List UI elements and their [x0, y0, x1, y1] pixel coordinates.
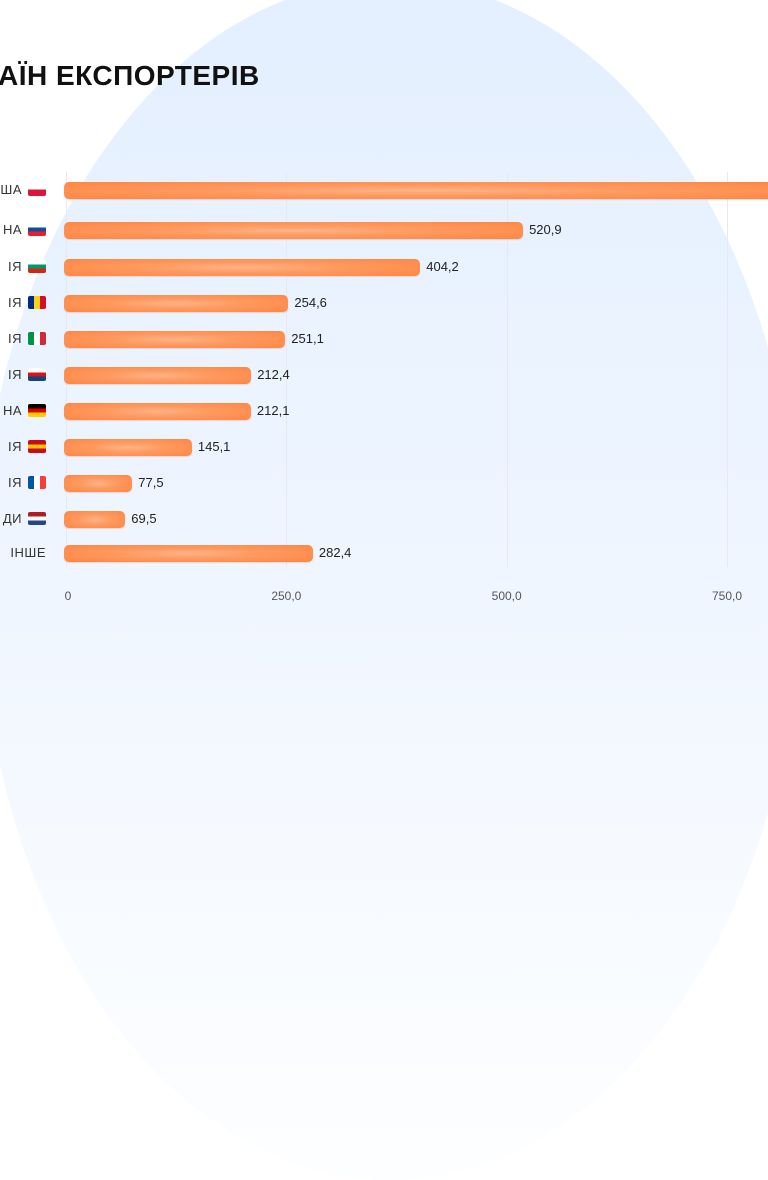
- x-tick-label: 750,0: [711, 589, 743, 603]
- gridline: [506, 172, 508, 567]
- x-tick-label: 250,0: [271, 589, 302, 603]
- value-label: 251,1: [291, 331, 324, 346]
- category-text: ІЯ: [8, 367, 22, 382]
- flag-icon: [28, 332, 46, 345]
- category-text: ІЯ: [8, 475, 22, 490]
- value-label: 212,4: [257, 367, 290, 382]
- bar: [64, 511, 126, 528]
- category-label: НА: [3, 403, 46, 418]
- category-label: ІЯ: [8, 259, 46, 274]
- flag-icon: [28, 223, 46, 236]
- bar: [64, 295, 289, 312]
- category-label: ДИ: [3, 511, 46, 526]
- bar: [64, 182, 768, 199]
- bar: [64, 259, 421, 276]
- category-text: ІЯ: [8, 295, 22, 310]
- bar: [64, 331, 286, 348]
- flag-icon: [28, 512, 46, 525]
- x-tick-label: 500,0: [491, 589, 522, 603]
- bar: [64, 222, 524, 239]
- category-text: ША: [0, 182, 22, 197]
- category-text: ІЯ: [8, 259, 22, 274]
- flag-icon: [28, 476, 46, 489]
- bar: [64, 475, 133, 492]
- value-label: 69,5: [131, 511, 157, 526]
- flag-icon: [28, 368, 46, 381]
- flag-icon: [28, 260, 46, 273]
- category-text: ДИ: [2, 511, 22, 526]
- category-label: ША: [0, 182, 46, 197]
- category-label: ІЯ: [8, 367, 46, 382]
- category-label: ІЯ: [8, 295, 46, 310]
- gridline: [286, 172, 288, 567]
- bar: [64, 403, 251, 420]
- value-label: 404,2: [426, 259, 459, 274]
- value-label: 520,9: [529, 222, 562, 237]
- bar: [64, 439, 192, 456]
- flag-icon: [28, 183, 46, 196]
- category-text: ІЯ: [8, 439, 22, 454]
- category-label: ІНШЕ: [10, 545, 46, 560]
- category-label: ІЯ: [8, 331, 46, 346]
- category-text: ІЯ: [8, 331, 22, 346]
- category-text: НА: [2, 403, 22, 418]
- flag-icon: [28, 296, 46, 309]
- value-label: 145,1: [197, 439, 231, 454]
- value-label: 254,6: [294, 295, 327, 310]
- value-label: 282,4: [318, 545, 352, 560]
- category-label: ІЯ: [8, 439, 46, 454]
- bar: [64, 545, 313, 562]
- category-label: ІЯ: [8, 475, 46, 490]
- bar: [64, 367, 252, 384]
- chart-title: АЇН ЕКСПОРТЕРІВ: [0, 60, 260, 91]
- category-text: ІНШЕ: [10, 545, 46, 560]
- flag-icon: [28, 440, 46, 453]
- flag-icon: [28, 404, 46, 417]
- gridline: [727, 172, 728, 567]
- category-label: НА: [3, 222, 46, 237]
- value-label: 212,1: [256, 403, 290, 418]
- category-text: НА: [2, 222, 22, 237]
- x-tick-label: 0: [64, 589, 72, 603]
- value-label: 77,5: [138, 475, 164, 490]
